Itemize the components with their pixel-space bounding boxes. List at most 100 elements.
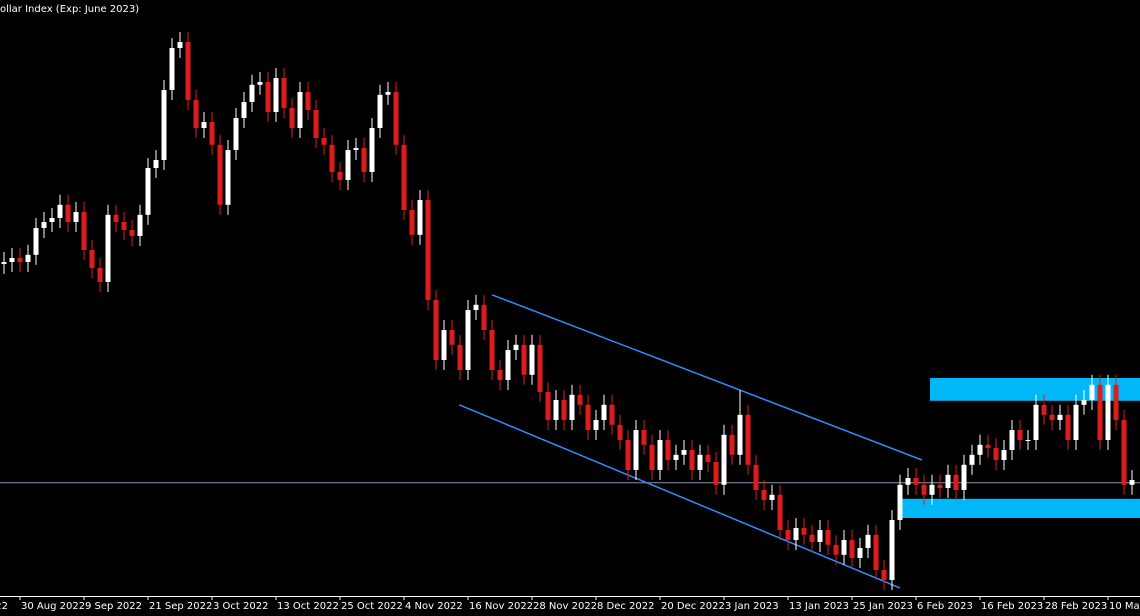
candle-body bbox=[609, 404, 615, 425]
candle-body bbox=[689, 450, 695, 470]
candle-body bbox=[665, 440, 671, 460]
candle-body bbox=[33, 228, 39, 255]
candle-body bbox=[433, 300, 439, 360]
candle-body bbox=[321, 138, 327, 145]
candle-body bbox=[1017, 430, 1023, 440]
candle-body bbox=[1089, 384, 1095, 400]
candle-body bbox=[249, 84, 255, 102]
candle-body bbox=[233, 118, 239, 150]
candle-body bbox=[569, 394, 575, 420]
candle-body bbox=[873, 534, 879, 570]
candle-body bbox=[881, 570, 887, 580]
candle-body bbox=[489, 330, 495, 370]
candle-body bbox=[585, 404, 591, 430]
candle-body bbox=[177, 42, 183, 48]
candle-body bbox=[409, 210, 415, 235]
candle-body bbox=[913, 478, 919, 485]
candle-body bbox=[753, 464, 759, 490]
candle-body bbox=[905, 478, 911, 485]
x-tick-label: 21 Sep 2022 bbox=[149, 601, 212, 612]
x-tick-label: 25 Oct 2022 bbox=[341, 601, 403, 612]
x-tick-label: 9 Sep 2022 bbox=[85, 601, 142, 612]
candle-body bbox=[1105, 384, 1111, 440]
candle-body bbox=[1049, 414, 1055, 420]
candle-body bbox=[441, 330, 447, 360]
candle-body bbox=[289, 108, 295, 128]
candle-body bbox=[1025, 440, 1031, 441]
candle-body bbox=[633, 430, 639, 470]
candle-body bbox=[57, 204, 63, 218]
candle-body bbox=[1033, 404, 1039, 440]
candle-body bbox=[201, 122, 207, 128]
candle-body bbox=[81, 212, 87, 250]
candle-body bbox=[97, 268, 103, 282]
candle-body bbox=[937, 484, 943, 488]
candle-body bbox=[553, 400, 559, 420]
candle-body bbox=[217, 144, 223, 205]
candle-body bbox=[865, 534, 871, 548]
candle-body bbox=[577, 394, 583, 405]
candle-body bbox=[681, 450, 687, 455]
candle-body bbox=[105, 214, 111, 282]
candle-body bbox=[169, 48, 175, 90]
candle-body bbox=[9, 258, 15, 262]
candle-body bbox=[921, 484, 927, 495]
candle-body bbox=[225, 150, 231, 205]
candle-body bbox=[313, 110, 319, 138]
channel-line bbox=[458, 404, 901, 589]
candle-body bbox=[505, 350, 511, 380]
candle-body bbox=[65, 204, 71, 222]
x-tick-label: 16 Nov 2022 bbox=[469, 601, 533, 612]
candle-body bbox=[841, 540, 847, 555]
candle-body bbox=[473, 304, 479, 310]
candle-body bbox=[41, 222, 47, 228]
candle-body bbox=[401, 144, 407, 210]
candle-body bbox=[337, 172, 343, 180]
candle-body bbox=[89, 250, 95, 268]
candle-body bbox=[953, 474, 959, 490]
candle-body bbox=[729, 434, 735, 455]
candle-body bbox=[897, 484, 903, 520]
candle-body bbox=[457, 344, 463, 370]
x-tick-label: 30 Aug 2022 bbox=[21, 601, 85, 612]
candle-body bbox=[785, 530, 791, 540]
candle-body bbox=[393, 92, 399, 145]
candle-body bbox=[1065, 414, 1071, 440]
candle-body bbox=[985, 444, 991, 448]
candle-body bbox=[1113, 384, 1119, 420]
candle-body bbox=[17, 258, 23, 262]
candle-body bbox=[1129, 480, 1135, 485]
candle-body bbox=[369, 128, 375, 172]
candle-body bbox=[801, 528, 807, 535]
candle-body bbox=[809, 534, 815, 542]
candle-body bbox=[713, 462, 719, 485]
candle-body bbox=[961, 464, 967, 490]
candle-body bbox=[929, 484, 935, 495]
candle-body bbox=[977, 444, 983, 455]
candle-body bbox=[273, 78, 279, 112]
candle-body bbox=[209, 122, 215, 145]
candle-body bbox=[305, 92, 311, 110]
candle-body bbox=[345, 150, 351, 180]
x-tick-label: 10 Mar 2023 bbox=[1109, 601, 1140, 612]
candle-body bbox=[969, 454, 975, 465]
candle-body bbox=[49, 218, 55, 222]
candle-body bbox=[121, 222, 127, 230]
candle-body bbox=[1057, 414, 1063, 420]
candle-body bbox=[153, 160, 159, 168]
candle-body bbox=[649, 444, 655, 470]
candle-body bbox=[1097, 384, 1103, 440]
channel-line bbox=[491, 294, 923, 461]
candle-body bbox=[833, 544, 839, 555]
candle-body bbox=[513, 344, 519, 350]
candle-body bbox=[113, 214, 119, 222]
candle-body bbox=[1, 262, 7, 264]
chart-title: ollar Index (Exp: June 2023) bbox=[0, 4, 139, 15]
candle-body bbox=[329, 144, 335, 172]
candle-body bbox=[241, 102, 247, 118]
candle-body bbox=[705, 454, 711, 462]
x-tick-label: 20 Dec 2022 bbox=[661, 601, 725, 612]
candle-body bbox=[361, 148, 367, 172]
x-tick-label: 3 Jan 2023 bbox=[725, 601, 779, 612]
